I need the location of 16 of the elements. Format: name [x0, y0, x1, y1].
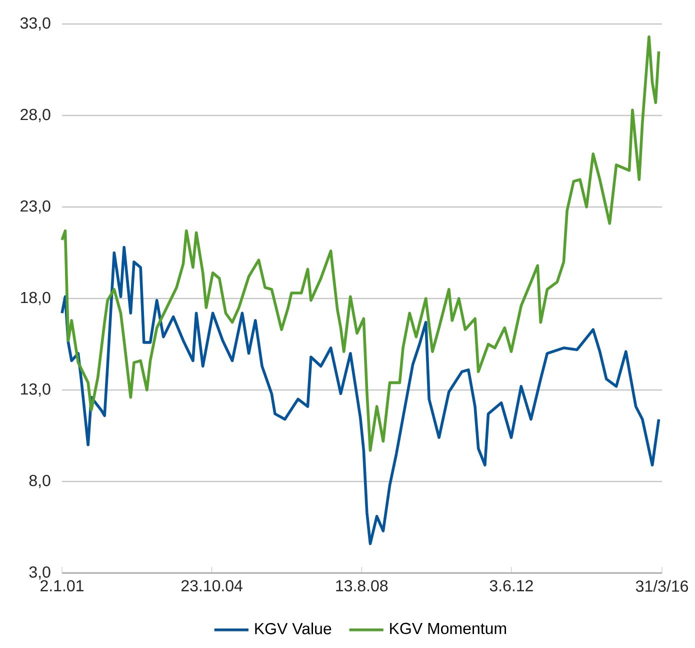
x-tick-label: 2.1.01: [40, 580, 84, 592]
y-tick-label: 28,0: [20, 108, 50, 122]
line-series: [60, 35, 660, 452]
y-tick-label: 23,0: [20, 200, 50, 214]
y-tick-label: 3,0: [29, 566, 50, 580]
y-tick-label: 33,0: [20, 17, 50, 31]
y-tick-label: 8,0: [29, 474, 50, 488]
legend-label: KGV Value: [255, 622, 332, 634]
x-tick-label: 13.8.08: [336, 580, 388, 592]
line-series: [60, 246, 660, 546]
y-tick-label: 13,0: [21, 383, 50, 397]
x-tick-label: 3.6.12: [490, 580, 533, 592]
x-tick-label: 31/3/16: [636, 580, 688, 592]
y-tick-label: 18,0: [21, 292, 50, 306]
x-tick-label: 23.10.04: [181, 580, 242, 592]
legend-label: KGV Momentum: [390, 622, 506, 634]
